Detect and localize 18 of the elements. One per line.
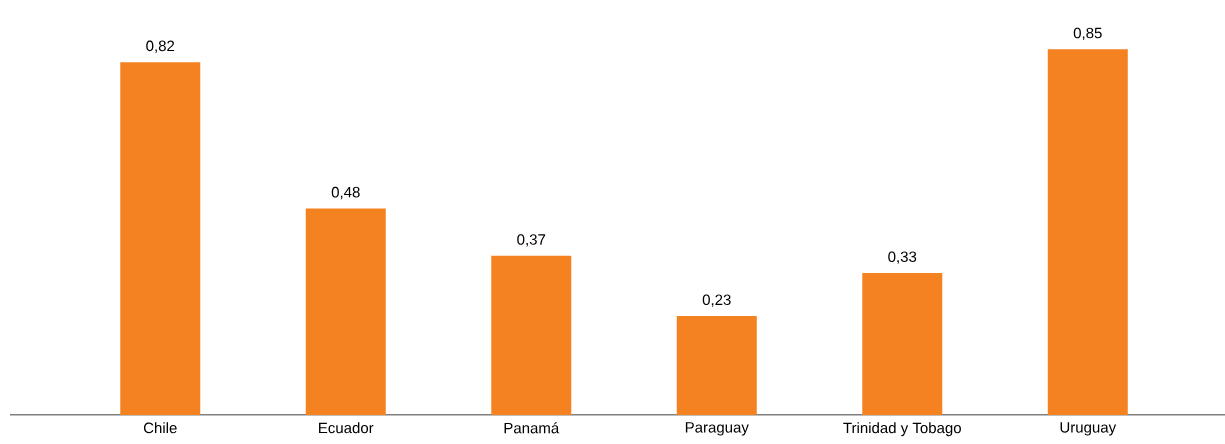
x-tick-label: Uruguay (1060, 422, 1117, 436)
bar (491, 255, 572, 415)
x-tick-label: Chile (143, 422, 177, 434)
data-label: 0,23 (702, 294, 731, 307)
bar (676, 316, 757, 415)
data-label: 0,37 (517, 234, 546, 247)
bar (120, 62, 201, 415)
x-tick-label: Panamá (504, 422, 560, 434)
x-tick-label: Ecuador (319, 422, 374, 434)
bar (862, 273, 943, 415)
data-label: 0,33 (888, 251, 917, 264)
x-tick-label: Trinidad y Tobago (843, 422, 961, 437)
data-label: 0,82 (146, 40, 175, 53)
data-label: 0,85 (1073, 27, 1102, 41)
bar (1047, 49, 1128, 415)
bar (305, 208, 386, 415)
data-label: 0,48 (331, 186, 360, 200)
x-tick-label: Paraguay (685, 422, 749, 436)
